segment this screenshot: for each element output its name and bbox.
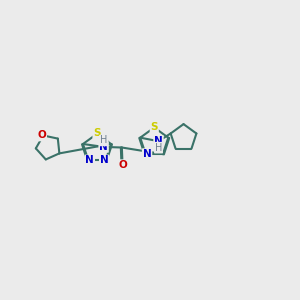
Text: N: N [154, 136, 163, 146]
Text: S: S [151, 122, 158, 132]
Text: O: O [118, 160, 127, 170]
Text: N: N [143, 149, 152, 159]
Text: H: H [155, 143, 162, 153]
Text: H: H [100, 135, 107, 146]
Text: N: N [85, 155, 94, 165]
Text: O: O [38, 130, 46, 140]
Text: S: S [93, 128, 101, 138]
Text: N: N [99, 142, 108, 152]
Text: N: N [100, 155, 109, 165]
